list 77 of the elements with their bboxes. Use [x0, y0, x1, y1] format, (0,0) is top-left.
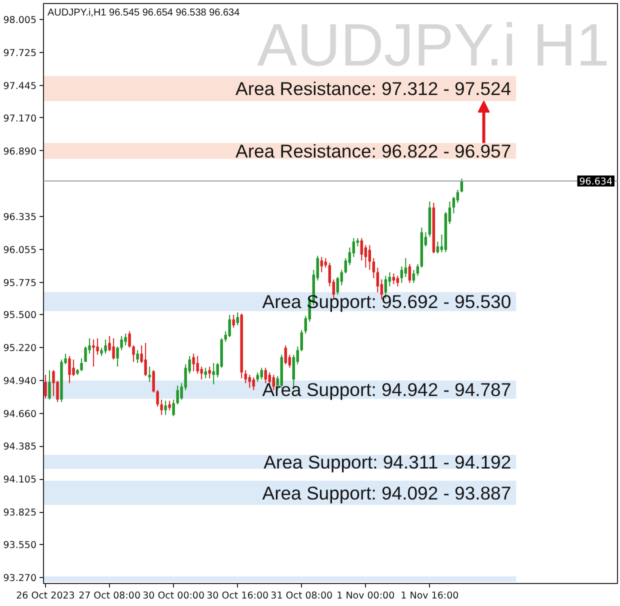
band-label: Area Resistance: 96.822 - 96.957: [236, 140, 512, 162]
candlestick: [48, 370, 51, 400]
band-label: Area Resistance: 97.312 - 97.524: [236, 78, 512, 100]
candlestick: [396, 276, 400, 286]
y-tick-label: 96.055: [3, 244, 37, 256]
y-tick-label: 94.940: [3, 376, 37, 388]
x-tick-label: 1 Nov 00:00: [336, 590, 395, 602]
candlestick: [144, 343, 147, 376]
candlestick: [300, 330, 303, 352]
y-tick-label: 93.550: [3, 540, 37, 552]
ref-line-label: 96.634: [579, 176, 613, 188]
candlestick: [260, 368, 263, 380]
band-label: Area Support: 94.092 - 93.887: [262, 482, 512, 504]
candlestick: [80, 358, 83, 372]
y-tick-label: 95.500: [3, 310, 37, 322]
candlestick: [128, 331, 131, 348]
y-tick-label: 97.445: [3, 80, 37, 92]
candlestick: [204, 368, 207, 378]
candlestick: [112, 338, 115, 360]
candlestick: [104, 339, 107, 354]
candlestick: [264, 368, 267, 384]
candlestick: [240, 314, 243, 378]
candlestick: [368, 245, 372, 270]
candlestick: [168, 400, 171, 410]
candlestick: [320, 256, 323, 272]
y-tick-label: 97.725: [3, 48, 37, 59]
candlestick: [372, 258, 376, 278]
candlestick: [136, 350, 139, 364]
y-tick-label: 96.890: [3, 146, 37, 158]
candlestick: [432, 202, 436, 254]
candlestick: [164, 400, 167, 415]
candlestick: [68, 356, 71, 384]
y-tick-label: 95.775: [3, 278, 37, 289]
candlestick: [212, 363, 215, 384]
candlestick: [176, 385, 179, 404]
candlestick: [416, 264, 420, 276]
candlestick: [116, 346, 119, 367]
candlestick: [152, 370, 155, 393]
candlestick: [252, 377, 255, 390]
candlestick: [132, 345, 135, 362]
x-tick-label: 30 Oct 00:00: [142, 590, 205, 602]
candlestick: [420, 227, 424, 268]
candlestick: [428, 202, 432, 237]
y-tick-label: 93.270: [3, 573, 37, 584]
y-tick-label: 94.105: [3, 474, 37, 486]
y-tick-label: 98.005: [3, 14, 37, 26]
y-tick-label: 95.220: [3, 343, 37, 354]
candlestick: [412, 270, 416, 283]
x-tick-label: 30 Oct 16:00: [206, 590, 269, 602]
candlestick: [120, 336, 123, 350]
candlestick: [148, 366, 151, 382]
x-tick-label: 1 Nov 16:00: [400, 590, 459, 602]
chart-subtitle: AUDJPY.i,H1 96.545 96.654 96.538 96.634: [48, 8, 240, 18]
band-label: Area Support: 94.311 - 94.192: [264, 451, 512, 472]
candlestick: [208, 366, 211, 378]
x-tick-label: 31 Oct 08:00: [270, 590, 333, 602]
candlestick: [44, 374, 47, 398]
y-tick-label: 96.335: [3, 212, 37, 223]
candlestick: [232, 314, 235, 328]
y-tick-label: 94.660: [3, 409, 37, 420]
y-tick-label: 94.385: [3, 442, 37, 453]
band-label: Area Support: 94.942 - 94.787: [262, 379, 512, 400]
candlestick: [172, 400, 175, 416]
candlestick: [256, 372, 259, 382]
x-tick-label: 27 Oct 08:00: [78, 590, 141, 602]
y-tick-label: 97.170: [3, 113, 37, 124]
candlestick: [192, 354, 195, 372]
y-tick-label: 93.825: [3, 508, 37, 519]
x-tick-label: 26 Oct 2023: [16, 590, 75, 602]
candlestick: [392, 273, 396, 284]
candlestick: [284, 345, 287, 364]
candlestick: [236, 312, 239, 326]
candlestick: [408, 264, 412, 283]
candlestick: [156, 390, 159, 407]
candlestick: [76, 368, 79, 375]
candlestick: [92, 339, 95, 367]
candlestick: [160, 400, 163, 415]
